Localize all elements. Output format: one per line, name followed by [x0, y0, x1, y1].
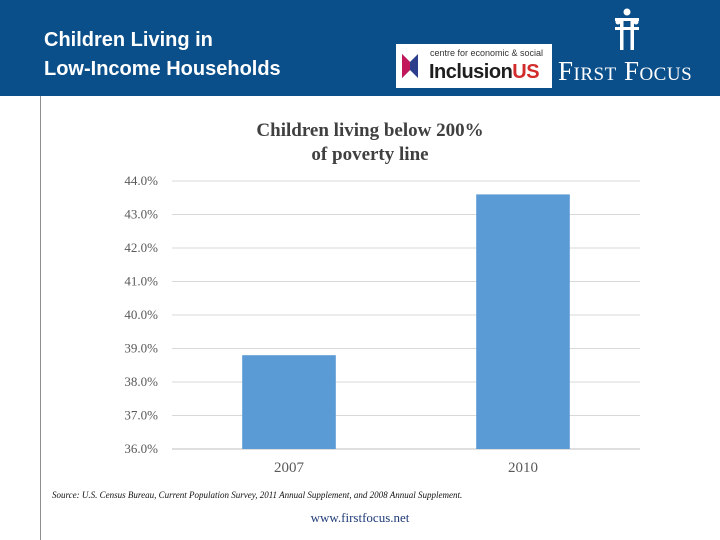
inclusion-us-logo: centre for economic & social InclusionUS: [396, 44, 552, 88]
chart-title-line1: Children living below 200%: [256, 120, 484, 141]
chart-title-line2: of poverty line: [311, 144, 429, 165]
inclusion-wordmark: InclusionUS: [429, 61, 540, 84]
first-focus-name: First Focus: [558, 56, 693, 86]
y-tick-label: 39.0%: [124, 341, 158, 356]
left-rule: [40, 96, 41, 540]
first-focus-figures-icon: [615, 8, 639, 50]
x-category-label: 2007: [274, 460, 305, 476]
footer-url[interactable]: www.firstfocus.net: [310, 510, 410, 525]
x-category-label: 2010: [508, 460, 538, 476]
inclusion-tagline: centre for economic & social: [430, 48, 544, 58]
y-tick-label: 40.0%: [124, 307, 158, 322]
bar-2010: [476, 194, 570, 449]
y-tick-label: 42.0%: [124, 240, 158, 255]
inclusion-word-part2: US: [512, 61, 540, 83]
source-note: Source: U.S. Census Bureau, Current Popu…: [52, 490, 463, 500]
chart-title: Children living below 200% of poverty li…: [220, 119, 520, 167]
slide-header: Children Living in Low-Income Households…: [0, 0, 720, 96]
y-tick-label: 41.0%: [124, 274, 158, 289]
bar-2007: [242, 355, 336, 449]
y-tick-label: 37.0%: [124, 408, 158, 423]
slide-title-line2: Low-Income Households: [44, 58, 281, 80]
inclusion-mark-icon: [402, 54, 418, 78]
inclusion-word-part1: Inclusion: [429, 61, 513, 83]
slide-title-line1: Children Living in: [44, 29, 213, 51]
y-tick-label: 43.0%: [124, 207, 158, 222]
slide-title: Children Living in Low-Income Households: [44, 26, 281, 84]
y-tick-label: 36.0%: [124, 441, 158, 456]
y-tick-label: 44.0%: [124, 173, 158, 188]
y-tick-label: 38.0%: [124, 374, 158, 389]
